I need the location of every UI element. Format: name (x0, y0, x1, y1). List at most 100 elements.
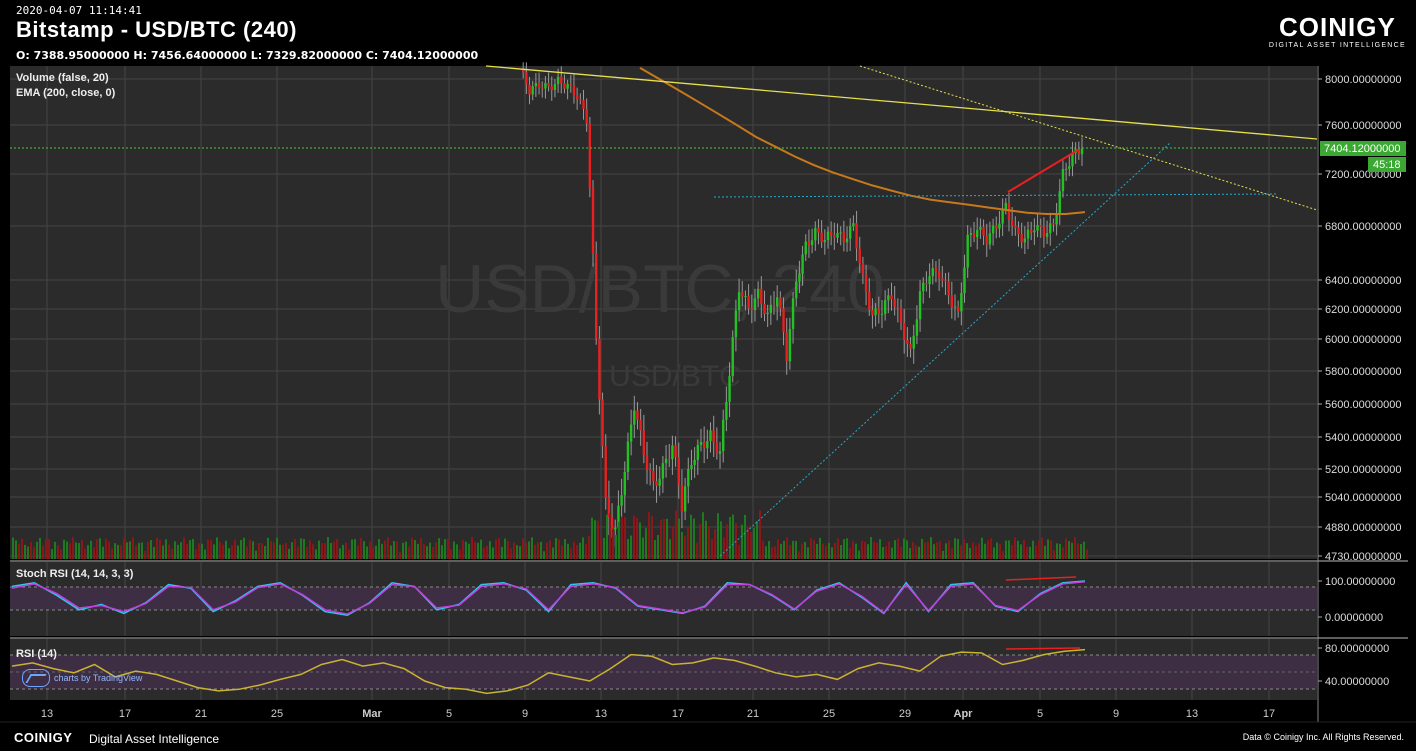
candle (629, 424, 633, 442)
volume-bar (39, 537, 41, 559)
volume-bar (627, 539, 629, 559)
volume-bar (219, 541, 221, 559)
volume-bar (630, 535, 632, 559)
candle (842, 232, 846, 243)
volume-bar (1041, 537, 1043, 559)
volume-bar (192, 539, 194, 559)
candle (1080, 148, 1084, 155)
volume-bar (330, 542, 332, 559)
y-tick-label: 4730.00000000 (1325, 551, 1401, 563)
indicator-volume-label: Volume (false, 20) (16, 72, 109, 84)
candle (1052, 223, 1055, 225)
volume-bar (768, 541, 770, 559)
volume-bar (177, 544, 179, 559)
volume-bar (606, 514, 608, 559)
volume-bar (921, 538, 923, 559)
volume-bar (927, 541, 929, 559)
volume-bar (618, 521, 620, 559)
volume-bar (681, 532, 683, 559)
volume-bar (720, 521, 722, 559)
stoch-title: Stoch RSI (14, 14, 3, 3) (16, 568, 134, 580)
candle (760, 288, 763, 304)
volume-bar (468, 543, 470, 559)
volume-bar (186, 544, 188, 559)
volume-bar (1074, 537, 1076, 559)
volume-bar (633, 515, 635, 559)
candle (680, 484, 684, 512)
candle (899, 308, 903, 323)
candle (941, 278, 944, 281)
volume-bar (456, 544, 458, 559)
volume-bar (1008, 540, 1010, 559)
volume-bar (291, 542, 293, 559)
volume-bar (603, 537, 605, 559)
candle (788, 328, 792, 362)
candle (833, 235, 836, 238)
volume-bar (363, 541, 365, 559)
candle (560, 76, 563, 84)
x-tick-label: 21 (195, 708, 207, 720)
volume-bar (642, 537, 644, 559)
volume-bar (951, 548, 953, 559)
candle (798, 273, 801, 282)
footer-copyright: Data © Coinigy Inc. All Rights Reserved. (1242, 732, 1404, 742)
candle (718, 451, 722, 454)
candle (655, 481, 658, 486)
volume-bar (147, 542, 149, 559)
volume-bar (27, 546, 29, 559)
candle (874, 308, 877, 316)
volume-bar (1017, 540, 1019, 559)
y-tick-label: 5400.00000000 (1325, 432, 1401, 444)
volume-bar (57, 545, 59, 559)
volume-bar (981, 537, 983, 559)
y-tick-label: 6800.00000000 (1325, 221, 1401, 233)
candle (1071, 152, 1074, 167)
volume-bar (75, 542, 77, 559)
volume-bar (876, 542, 878, 559)
brand-subtitle: DIGITAL ASSET INTELLIGENCE (1268, 42, 1406, 49)
volume-bar (213, 544, 215, 559)
volume-bar (459, 549, 461, 559)
candle (991, 225, 995, 234)
volume-bar (693, 518, 695, 559)
candle (966, 234, 969, 268)
volume-bar (624, 516, 626, 559)
candle (972, 233, 976, 238)
volume-bar (36, 541, 38, 559)
x-tick-label: 5 (1037, 708, 1043, 720)
candle (1055, 213, 1058, 225)
volume-bar (498, 538, 500, 559)
volume-bar (756, 520, 758, 559)
y-tick-label: 5600.00000000 (1325, 399, 1401, 411)
volume-bar (741, 524, 743, 559)
candle (702, 441, 706, 449)
x-tick-label: Apr (954, 708, 974, 720)
volume-bar (582, 537, 584, 559)
volume-bar (789, 545, 791, 559)
volume-bar (48, 539, 50, 559)
candle (909, 343, 912, 349)
volume-bar (987, 540, 989, 559)
volume-bar (684, 535, 686, 559)
volume-bar (387, 537, 389, 559)
volume-bar (426, 546, 428, 559)
volume-bar (621, 516, 623, 559)
candle (1001, 208, 1004, 224)
volume-bar (246, 546, 248, 559)
volume-bar (195, 548, 197, 559)
watermark-text: USD/BTC, 240 (435, 251, 885, 327)
divergence-line-rsi (1005, 647, 1081, 650)
volume-bar (831, 547, 833, 559)
volume-bar (378, 538, 380, 559)
support-trendline (719, 142, 1171, 557)
volume-bar (840, 545, 842, 559)
candle (544, 83, 547, 89)
volume-bar (594, 520, 596, 559)
resistance-trendline (485, 65, 1318, 140)
volume-bar (552, 547, 554, 559)
tradingview-badge[interactable]: charts by TradingView (22, 669, 142, 687)
volume-bar (795, 540, 797, 559)
volume-bar (753, 528, 755, 559)
volume-bar (810, 538, 812, 559)
